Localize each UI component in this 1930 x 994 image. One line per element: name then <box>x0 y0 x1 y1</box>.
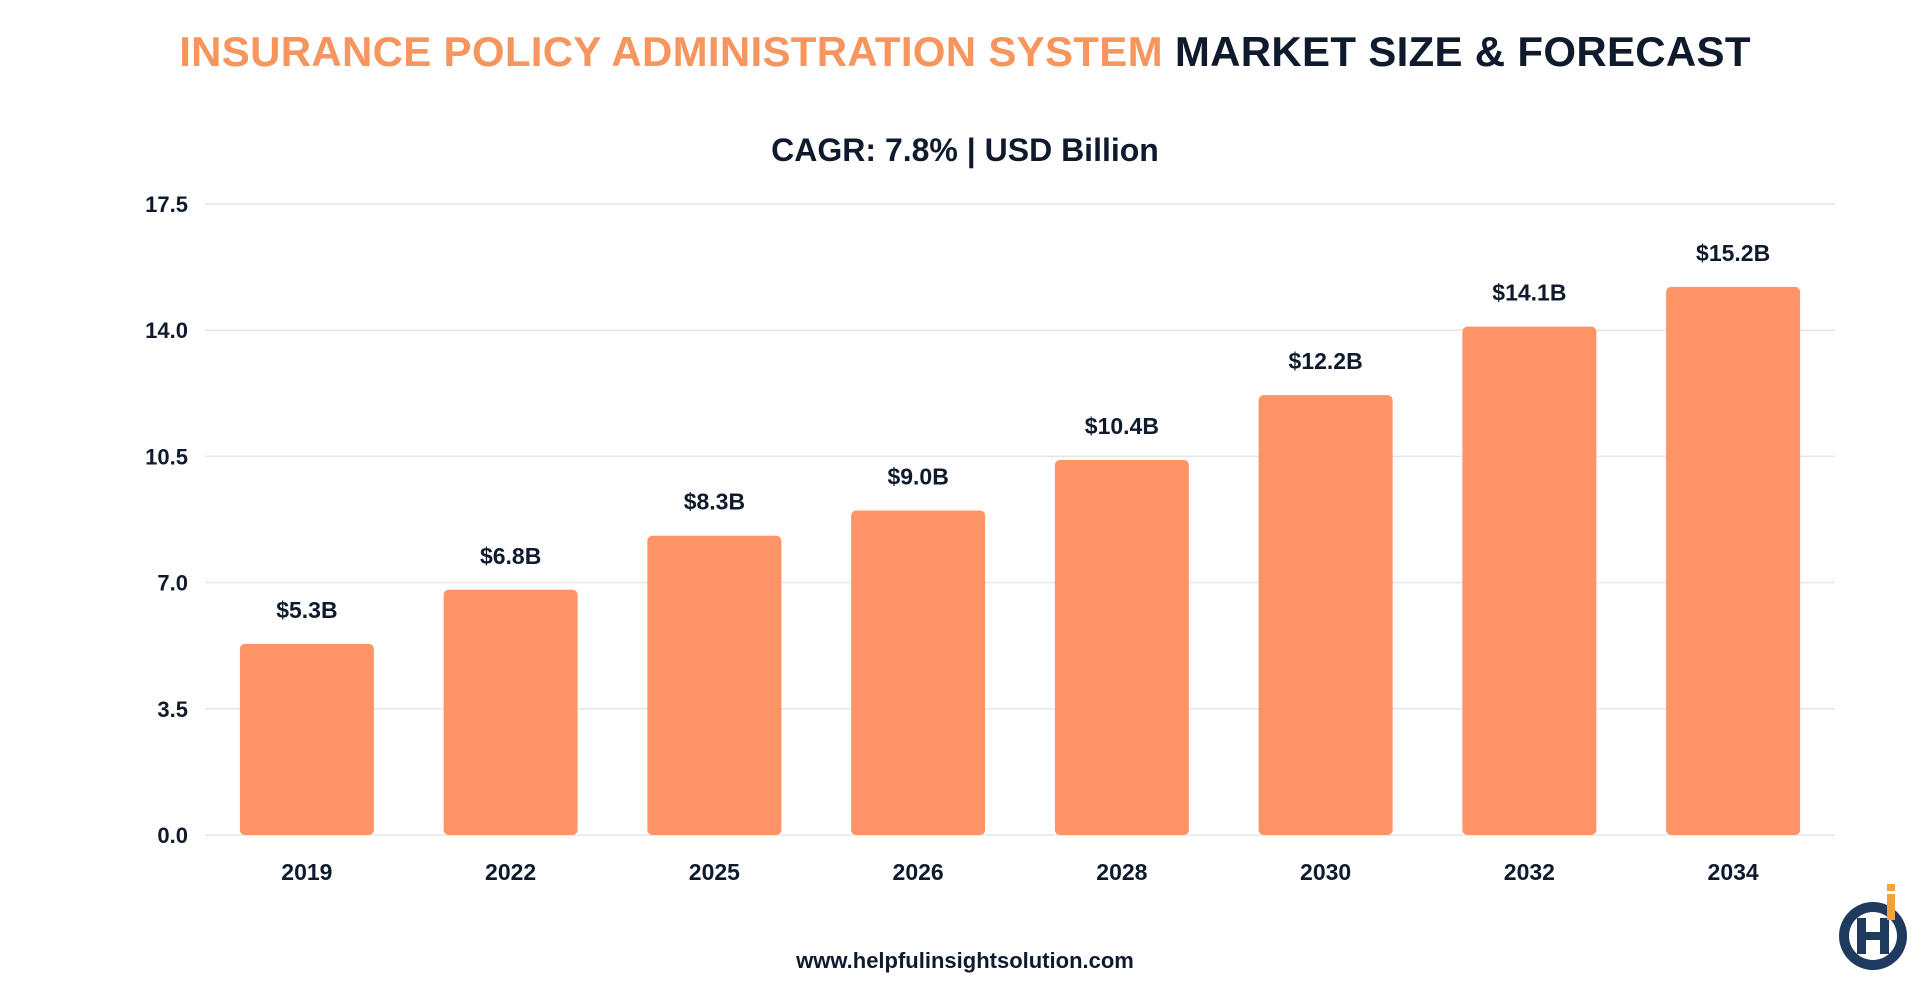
bar <box>851 510 986 835</box>
chart-title: INSURANCE POLICY ADMINISTRATION SYSTEM M… <box>0 28 1930 76</box>
x-tick-label: 2034 <box>1708 859 1759 885</box>
x-tick-label: 2026 <box>893 859 944 885</box>
data-label: $15.2B <box>1696 240 1770 266</box>
data-label: $6.8B <box>480 543 541 569</box>
bar <box>1666 286 1801 836</box>
data-label: $14.1B <box>1492 280 1566 306</box>
y-tick-label: 17.5 <box>145 192 188 217</box>
data-label: $5.3B <box>276 597 337 623</box>
y-tick-label: 7.0 <box>157 571 188 596</box>
bar <box>239 643 374 835</box>
data-label: $10.4B <box>1085 413 1159 439</box>
x-tick-label: 2019 <box>281 859 332 885</box>
y-tick-label: 10.5 <box>145 444 188 469</box>
chart-subtitle: CAGR: 7.8% | USD Billion <box>771 132 1159 168</box>
x-tick-label: 2032 <box>1504 859 1555 885</box>
bar <box>1462 326 1597 835</box>
y-tick-label: 14.0 <box>145 318 188 343</box>
data-label: $8.3B <box>684 489 745 515</box>
bar <box>443 589 578 835</box>
bar <box>1258 395 1393 835</box>
chart-title-highlight: INSURANCE POLICY ADMINISTRATION SYSTEM <box>179 28 1163 75</box>
data-label: $9.0B <box>887 463 948 489</box>
data-label: $12.2B <box>1289 348 1363 374</box>
bar <box>1054 460 1189 835</box>
x-tick-label: 2030 <box>1300 859 1351 885</box>
y-tick-label: 0.0 <box>157 823 188 848</box>
x-tick-label: 2025 <box>689 859 740 885</box>
x-tick-label: 2022 <box>485 859 536 885</box>
x-tick-label: 2028 <box>1096 859 1147 885</box>
website-url: www.helpfulinsightsolution.com <box>796 948 1134 973</box>
bar <box>647 535 782 835</box>
company-logo-icon <box>1839 884 1907 970</box>
chart-title-rest: MARKET SIZE & FORECAST <box>1174 28 1751 75</box>
y-tick-label: 3.5 <box>157 697 188 722</box>
